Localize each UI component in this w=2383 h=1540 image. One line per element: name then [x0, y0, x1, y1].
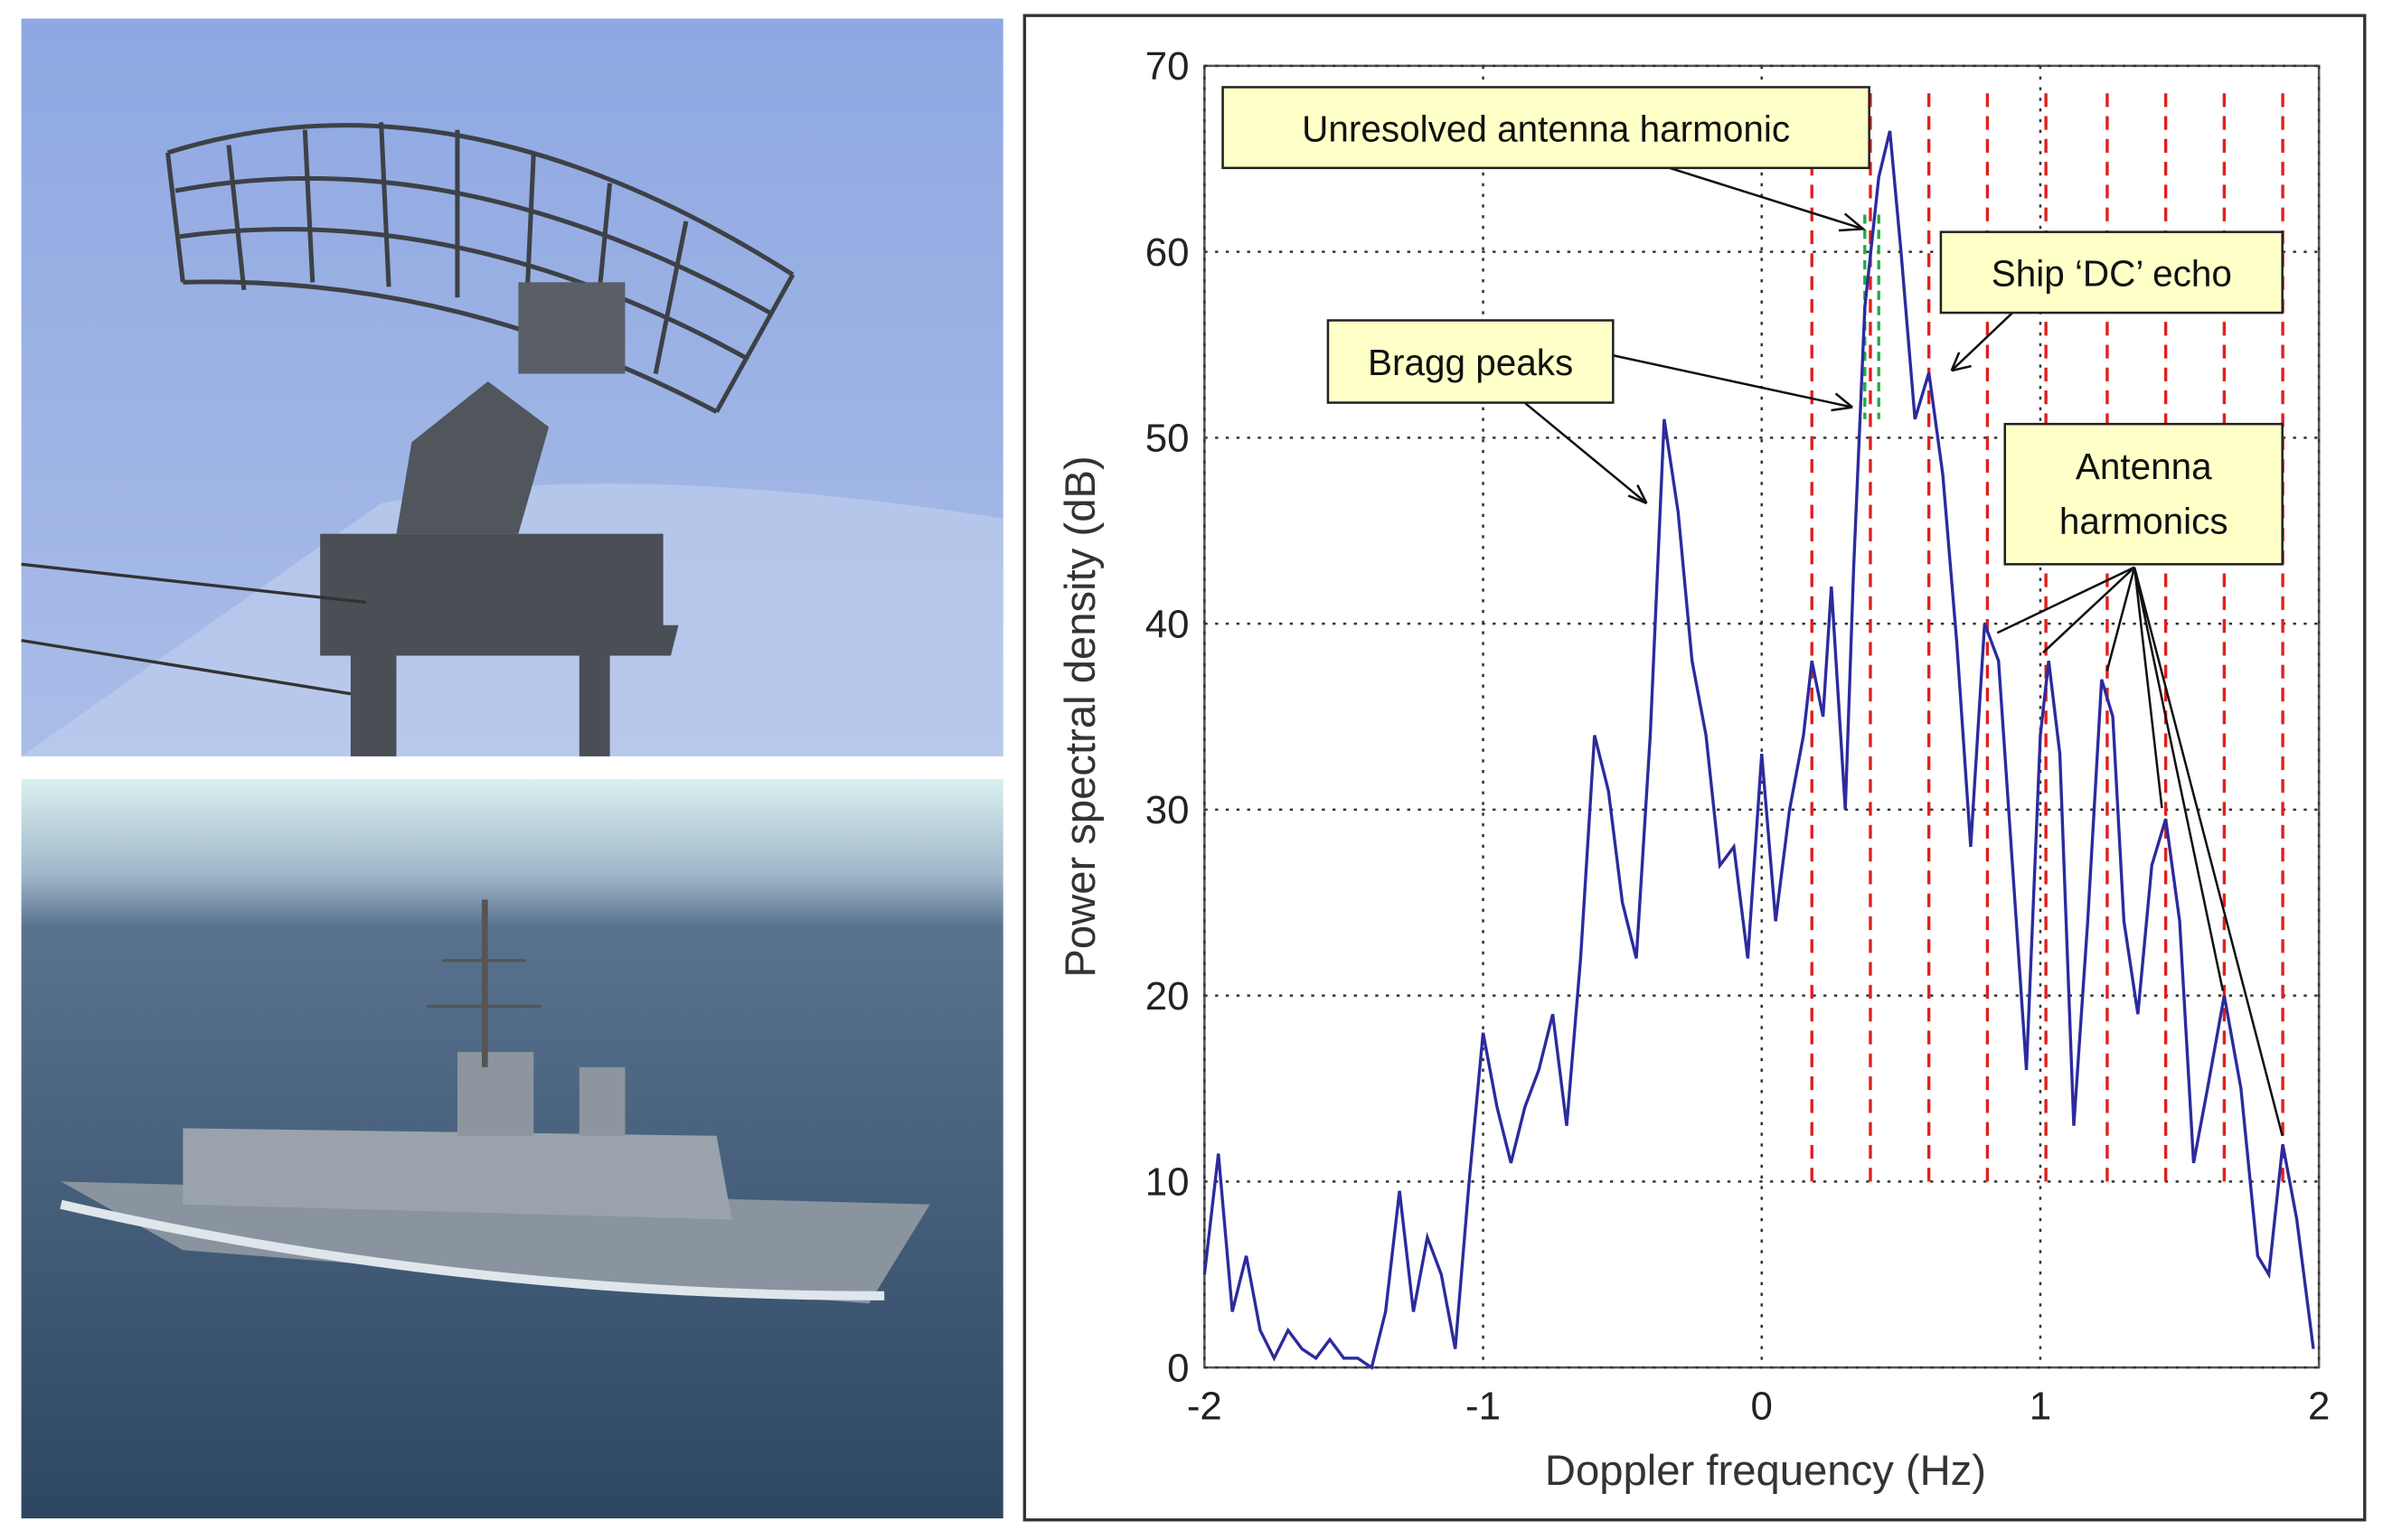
arrows	[1523, 166, 2284, 1137]
x-tick-label: 1	[2030, 1384, 2051, 1428]
annotation-box	[2003, 422, 2284, 566]
y-tick-label: 60	[1145, 230, 1190, 275]
annotation-box	[1221, 86, 1870, 170]
annotation: Unresolved antenna harmonic	[1302, 108, 1790, 149]
annotation: Antenna	[2076, 446, 2212, 487]
y-tick-label: 40	[1145, 602, 1190, 646]
y-tick-label: 0	[1167, 1346, 1189, 1390]
annotation-box	[1326, 319, 1615, 404]
annotation: Ship ‘DC’ echo	[1992, 253, 2232, 295]
annotations: Unresolved antenna harmonic Ship ‘DC’ ech…	[1221, 86, 2284, 566]
radar-photo	[21, 18, 1003, 756]
annotation: harmonics	[2059, 501, 2228, 542]
y-axis-label: Power spectral density (dB)	[1057, 455, 1105, 977]
annotation: Bragg peaks	[1368, 342, 1573, 383]
y-tick-label: 50	[1145, 417, 1190, 461]
annotation-box	[1939, 230, 2284, 315]
x-axis-label: Doppler frequency (Hz)	[1545, 1447, 1986, 1495]
data-line	[1202, 130, 2315, 1370]
ship-photo	[21, 779, 1003, 1519]
x-tick-label: -1	[1465, 1384, 1501, 1428]
x-tick-label: 0	[1751, 1384, 1773, 1428]
y-tick-label: 70	[1145, 44, 1190, 89]
y-tick-label: 10	[1145, 1160, 1190, 1205]
y-tick-label: 30	[1145, 788, 1190, 832]
y-tick-label: 20	[1145, 974, 1190, 1019]
x-tick-label: -2	[1187, 1384, 1222, 1428]
x-tick-label: 2	[2308, 1384, 2330, 1428]
